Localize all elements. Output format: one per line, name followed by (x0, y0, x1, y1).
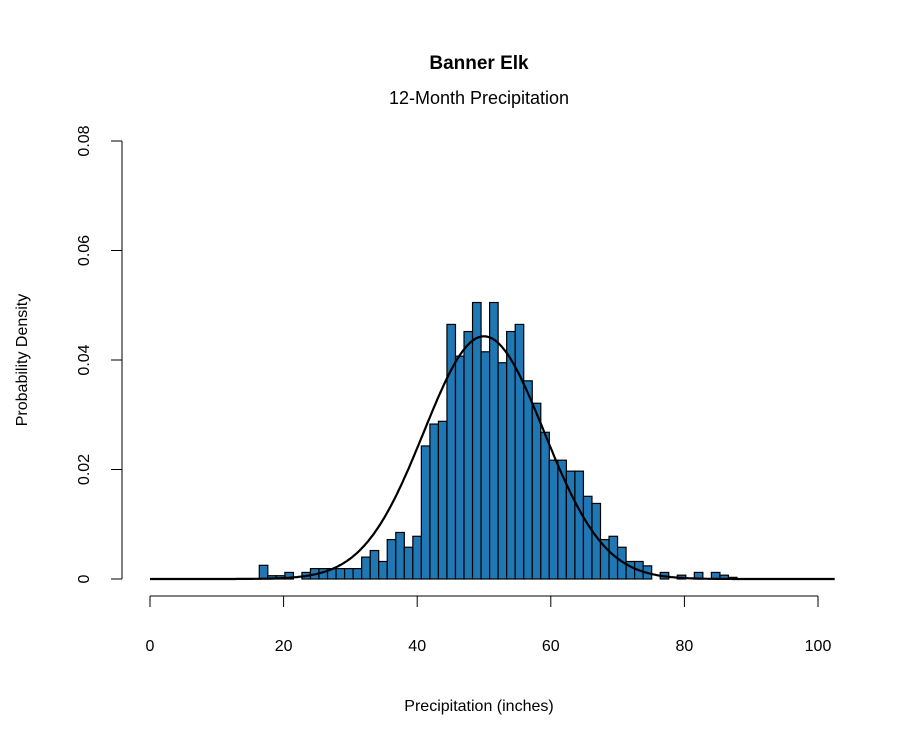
histogram-bar (548, 459, 559, 580)
normal-density-curve (150, 335, 835, 581)
histogram-bar (369, 549, 380, 580)
chart-title: Banner Elk (429, 53, 529, 74)
histogram-bar (540, 431, 550, 580)
histogram-bar (497, 362, 508, 580)
y-axis-label: Probability Density (14, 294, 31, 427)
histogram-bar (454, 355, 465, 580)
y-tick-label: 0.04 (76, 344, 93, 375)
x-tick-label: 20 (275, 638, 293, 655)
histogram-bar (258, 564, 269, 580)
histogram-bar (506, 330, 516, 580)
histogram-bar (574, 470, 585, 580)
x-tick-label: 100 (805, 638, 832, 655)
histogram-bar (395, 531, 405, 580)
histogram-bar (523, 380, 533, 580)
histogram-bar (531, 402, 542, 580)
x-tick-label: 60 (542, 638, 560, 655)
y-tick-label: 0 (76, 574, 93, 583)
histogram-bar (386, 538, 397, 580)
histogram-bar (403, 546, 414, 580)
histogram-bar (412, 535, 422, 580)
histogram-bar (557, 459, 567, 580)
histogram-bar (471, 301, 482, 580)
histogram-bar (489, 301, 499, 580)
chart-subtitle: 12-Month Precipitation (389, 88, 569, 108)
histogram-bar (378, 560, 388, 580)
histogram-bar (582, 495, 593, 580)
histogram-bar (463, 330, 474, 580)
histogram-bar (343, 567, 354, 580)
histogram-bar (361, 556, 371, 580)
histogram-bar (335, 567, 346, 580)
histogram-bar (284, 571, 295, 580)
histogram-bar (420, 445, 431, 580)
histogram-bar (352, 567, 363, 580)
y-tick-label: 0.02 (76, 454, 93, 485)
x-tick-label: 80 (676, 638, 694, 655)
histogram-bar (480, 351, 491, 580)
x-tick-label: 40 (408, 638, 426, 655)
y-tick-label: 0.08 (76, 125, 93, 156)
histogram-bar (514, 323, 525, 580)
histogram-bar (429, 423, 440, 580)
y-tick-label: 0.06 (76, 235, 93, 266)
histogram-bar (437, 420, 448, 580)
x-tick-label: 0 (146, 638, 155, 655)
x-axis-label: Precipitation (inches) (404, 698, 553, 715)
